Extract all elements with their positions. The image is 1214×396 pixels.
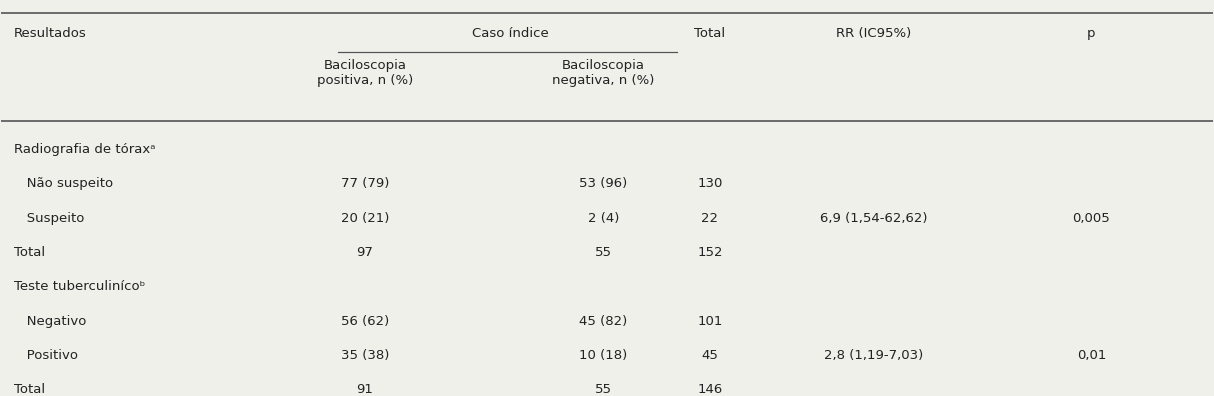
Text: 0,01: 0,01 — [1077, 349, 1106, 362]
Text: p: p — [1088, 27, 1096, 40]
Text: Negativo: Negativo — [13, 315, 86, 327]
Text: Total: Total — [13, 246, 45, 259]
Text: Positivo: Positivo — [13, 349, 78, 362]
Text: 0,005: 0,005 — [1073, 212, 1111, 225]
Text: 101: 101 — [697, 315, 722, 327]
Text: Baciloscopia
positiva, n (%): Baciloscopia positiva, n (%) — [317, 59, 413, 87]
Text: 45 (82): 45 (82) — [579, 315, 628, 327]
Text: Resultados: Resultados — [13, 27, 86, 40]
Text: 53 (96): 53 (96) — [579, 177, 628, 190]
Text: 97: 97 — [357, 246, 373, 259]
Text: Suspeito: Suspeito — [13, 212, 84, 225]
Text: 45: 45 — [702, 349, 719, 362]
Text: 2,8 (1,19-7,03): 2,8 (1,19-7,03) — [824, 349, 923, 362]
Text: 130: 130 — [697, 177, 722, 190]
Text: 146: 146 — [697, 383, 722, 396]
Text: 35 (38): 35 (38) — [341, 349, 388, 362]
Text: Total: Total — [694, 27, 726, 40]
Text: 55: 55 — [595, 383, 612, 396]
Text: 20 (21): 20 (21) — [341, 212, 388, 225]
Text: 22: 22 — [702, 212, 719, 225]
Text: Teste tuberculinícoᵇ: Teste tuberculinícoᵇ — [13, 280, 144, 293]
Text: 10 (18): 10 (18) — [579, 349, 628, 362]
Text: 77 (79): 77 (79) — [341, 177, 388, 190]
Text: Caso índice: Caso índice — [472, 27, 549, 40]
Text: 91: 91 — [357, 383, 373, 396]
Text: Total: Total — [13, 383, 45, 396]
Text: 56 (62): 56 (62) — [341, 315, 388, 327]
Text: 2 (4): 2 (4) — [588, 212, 619, 225]
Text: 55: 55 — [595, 246, 612, 259]
Text: 6,9 (1,54-62,62): 6,9 (1,54-62,62) — [819, 212, 927, 225]
Text: Radiografia de tóraxᵃ: Radiografia de tóraxᵃ — [13, 143, 155, 156]
Text: Não suspeito: Não suspeito — [13, 177, 113, 190]
Text: RR (IC95%): RR (IC95%) — [836, 27, 910, 40]
Text: Baciloscopia
negativa, n (%): Baciloscopia negativa, n (%) — [552, 59, 654, 87]
Text: 152: 152 — [697, 246, 722, 259]
